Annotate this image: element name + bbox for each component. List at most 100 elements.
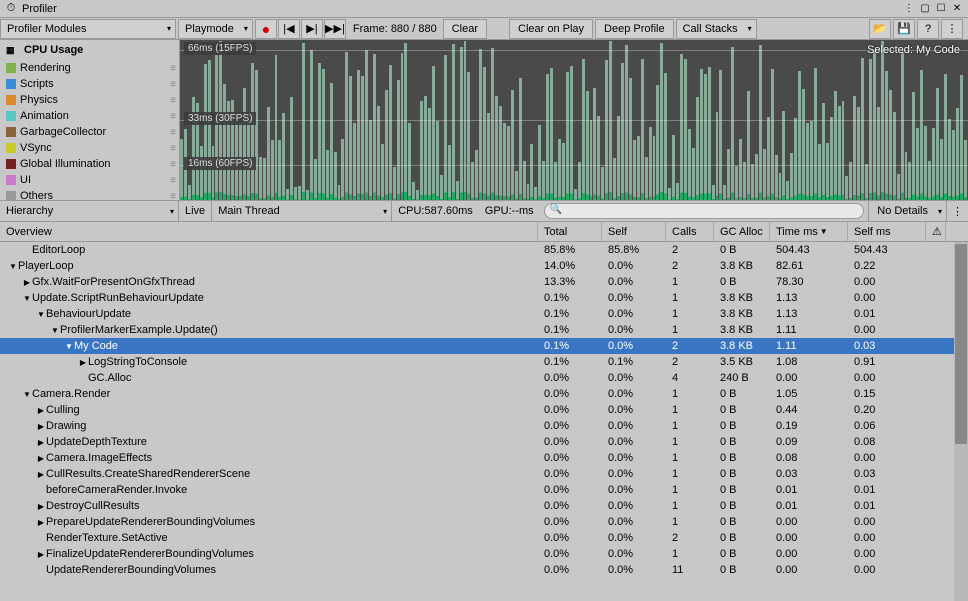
scrollbar-thumb[interactable] bbox=[955, 244, 967, 444]
table-row[interactable]: ▶CullResults.CreateSharedRendererScene 0… bbox=[0, 466, 968, 482]
module-item[interactable]: Animation≡ bbox=[0, 108, 179, 124]
col-total[interactable]: Total bbox=[538, 222, 602, 241]
col-self[interactable]: Self bbox=[602, 222, 666, 241]
playmode-dropdown[interactable]: Playmode bbox=[178, 19, 253, 39]
save-icon[interactable]: 💾 bbox=[893, 19, 915, 39]
table-row[interactable]: ▶FinalizeUpdateRendererBoundingVolumes 0… bbox=[0, 546, 968, 562]
table-row[interactable]: ▼Camera.Render 0.0% 0.0% 1 0 B 1.05 0.15 bbox=[0, 386, 968, 402]
drag-handle-icon[interactable]: ≡ bbox=[170, 63, 175, 74]
table-row[interactable]: ▶UpdateDepthTexture 0.0% 0.0% 1 0 B 0.09… bbox=[0, 434, 968, 450]
menu-dots-icon[interactable]: ⋮ bbox=[941, 19, 963, 39]
module-item[interactable]: Scripts≡ bbox=[0, 76, 179, 92]
call-stacks-dropdown[interactable]: Call Stacks bbox=[676, 19, 757, 39]
table-row[interactable]: ▶Camera.ImageEffects 0.0% 0.0% 1 0 B 0.0… bbox=[0, 450, 968, 466]
drag-handle-icon[interactable]: ≡ bbox=[170, 159, 175, 170]
table-row[interactable]: ▶LogStringToConsole 0.1% 0.1% 2 3.5 KB 1… bbox=[0, 354, 968, 370]
col-overview[interactable]: Overview bbox=[0, 222, 538, 241]
row-self: 0.0% bbox=[602, 468, 666, 480]
table-row[interactable]: ▼Update.ScriptRunBehaviourUpdate 0.1% 0.… bbox=[0, 290, 968, 306]
expand-arrow-icon[interactable]: ▶ bbox=[36, 422, 46, 431]
fps-15-label: 66ms (15FPS) bbox=[184, 42, 256, 55]
module-item[interactable]: VSync≡ bbox=[0, 140, 179, 156]
live-button[interactable]: Live bbox=[178, 201, 212, 221]
clear-on-play-button[interactable]: Clear on Play bbox=[509, 19, 593, 39]
menu-icon[interactable]: ⋮ bbox=[902, 2, 916, 16]
col-gc[interactable]: GC Alloc bbox=[714, 222, 770, 241]
details-dropdown[interactable]: No Details ▾ bbox=[868, 201, 946, 221]
row-self: 0.0% bbox=[602, 276, 666, 288]
row-gc: 3.8 KB bbox=[714, 324, 770, 336]
expand-arrow-icon[interactable]: ▼ bbox=[50, 326, 60, 335]
row-total: 0.0% bbox=[538, 452, 602, 464]
table-row[interactable]: ▼BehaviourUpdate 0.1% 0.0% 1 3.8 KB 1.13… bbox=[0, 306, 968, 322]
clear-button[interactable]: Clear bbox=[443, 19, 487, 39]
drag-handle-icon[interactable]: ≡ bbox=[170, 111, 175, 122]
search-input[interactable]: 🔍 bbox=[544, 203, 865, 219]
next-frame-button[interactable]: ▶| bbox=[301, 19, 323, 39]
expand-arrow-icon[interactable]: ▶ bbox=[36, 502, 46, 511]
expand-arrow-icon[interactable]: ▶ bbox=[36, 438, 46, 447]
table-row[interactable]: RenderTexture.SetActive 0.0% 0.0% 2 0 B … bbox=[0, 530, 968, 546]
col-calls[interactable]: Calls bbox=[666, 222, 714, 241]
table-row[interactable]: ▼ProfilerMarkerExample.Update() 0.1% 0.0… bbox=[0, 322, 968, 338]
scrollbar[interactable] bbox=[954, 242, 968, 601]
close-icon[interactable]: ✕ bbox=[950, 2, 964, 16]
drag-handle-icon[interactable]: ≡ bbox=[170, 79, 175, 90]
profiler-modules-dropdown[interactable]: Profiler Modules bbox=[0, 19, 176, 39]
expand-arrow-icon[interactable]: ▶ bbox=[36, 550, 46, 559]
thread-dropdown[interactable]: Main Thread ▾ bbox=[212, 201, 392, 221]
module-item[interactable]: Physics ≡ bbox=[0, 92, 179, 108]
expand-arrow-icon[interactable]: ▶ bbox=[22, 278, 32, 287]
help-icon[interactable]: ? bbox=[917, 19, 939, 39]
maximize-icon[interactable]: ☐ bbox=[934, 2, 948, 16]
expand-arrow-icon[interactable]: ▶ bbox=[36, 470, 46, 479]
table-row[interactable]: ▶Gfx.WaitForPresentOnGfxThread 13.3% 0.0… bbox=[0, 274, 968, 290]
expand-arrow-icon[interactable]: ▼ bbox=[36, 310, 46, 319]
drag-handle-icon[interactable]: ≡ bbox=[170, 127, 175, 138]
expand-arrow-icon[interactable]: ▼ bbox=[8, 262, 18, 271]
module-item[interactable]: GarbageCollector≡ bbox=[0, 124, 179, 140]
current-frame-button[interactable]: ▶▶| bbox=[324, 19, 346, 39]
table-row[interactable]: beforeCameraRender.Invoke 0.0% 0.0% 1 0 … bbox=[0, 482, 968, 498]
module-name: Physics bbox=[20, 94, 58, 106]
load-icon[interactable]: 📂 bbox=[869, 19, 891, 39]
table-row[interactable]: ▼PlayerLoop 14.0% 0.0% 2 3.8 KB 82.61 0.… bbox=[0, 258, 968, 274]
expand-arrow-icon[interactable]: ▼ bbox=[22, 294, 32, 303]
drag-handle-icon[interactable]: ≡ bbox=[170, 95, 175, 106]
drag-handle-icon[interactable]: ≡ bbox=[170, 175, 175, 186]
col-time[interactable]: Time ms▼ bbox=[770, 222, 848, 241]
table-row[interactable]: ▼My Code 0.1% 0.0% 2 3.8 KB 1.11 0.03 bbox=[0, 338, 968, 354]
main-toolbar: Profiler Modules Playmode ● |◀ ▶| ▶▶| Fr… bbox=[0, 18, 968, 40]
module-item[interactable]: Global Illumination≡ bbox=[0, 156, 179, 172]
cpu-usage-header[interactable]: ▦ CPU Usage bbox=[0, 40, 179, 60]
options-icon[interactable]: ⋮ bbox=[946, 201, 968, 221]
cpu-chart[interactable]: 66ms (15FPS) 33ms (30FPS) 16ms (60FPS) S… bbox=[180, 40, 968, 200]
col-warning[interactable]: ⚠ bbox=[926, 222, 946, 241]
expand-arrow-icon[interactable]: ▶ bbox=[36, 454, 46, 463]
table-row[interactable]: EditorLoop 85.8% 85.8% 2 0 B 504.43 504.… bbox=[0, 242, 968, 258]
table-row[interactable]: GC.Alloc 0.0% 0.0% 4 240 B 0.00 0.00 bbox=[0, 370, 968, 386]
row-selfms: 0.22 bbox=[848, 260, 926, 272]
record-button[interactable]: ● bbox=[255, 19, 277, 39]
deep-profile-button[interactable]: Deep Profile bbox=[595, 19, 674, 39]
table-row[interactable]: ▶Drawing 0.0% 0.0% 1 0 B 0.19 0.06 bbox=[0, 418, 968, 434]
minimize-icon[interactable]: ▢ bbox=[918, 2, 932, 16]
table-row[interactable]: ▶PrepareUpdateRendererBoundingVolumes 0.… bbox=[0, 514, 968, 530]
prev-frame-button[interactable]: |◀ bbox=[278, 19, 300, 39]
expand-arrow-icon[interactable]: ▼ bbox=[22, 390, 32, 399]
row-time: 504.43 bbox=[770, 244, 848, 256]
expand-arrow-icon[interactable]: ▶ bbox=[78, 358, 88, 367]
module-item[interactable]: Rendering≡ bbox=[0, 60, 179, 76]
row-self: 0.0% bbox=[602, 388, 666, 400]
expand-arrow-icon[interactable]: ▶ bbox=[36, 406, 46, 415]
hierarchy-dropdown[interactable]: Hierarchy ▾ bbox=[0, 201, 178, 221]
table-row[interactable]: UpdateRendererBoundingVolumes 0.0% 0.0% … bbox=[0, 562, 968, 578]
table-row[interactable]: ▶DestroyCullResults 0.0% 0.0% 1 0 B 0.01… bbox=[0, 498, 968, 514]
playmode-label: Playmode bbox=[185, 23, 234, 35]
expand-arrow-icon[interactable]: ▶ bbox=[36, 518, 46, 527]
col-selfms[interactable]: Self ms bbox=[848, 222, 926, 241]
expand-arrow-icon[interactable]: ▼ bbox=[64, 342, 74, 351]
drag-handle-icon[interactable]: ≡ bbox=[170, 143, 175, 154]
table-row[interactable]: ▶Culling 0.0% 0.0% 1 0 B 0.44 0.20 bbox=[0, 402, 968, 418]
module-item[interactable]: UI≡ bbox=[0, 172, 179, 188]
